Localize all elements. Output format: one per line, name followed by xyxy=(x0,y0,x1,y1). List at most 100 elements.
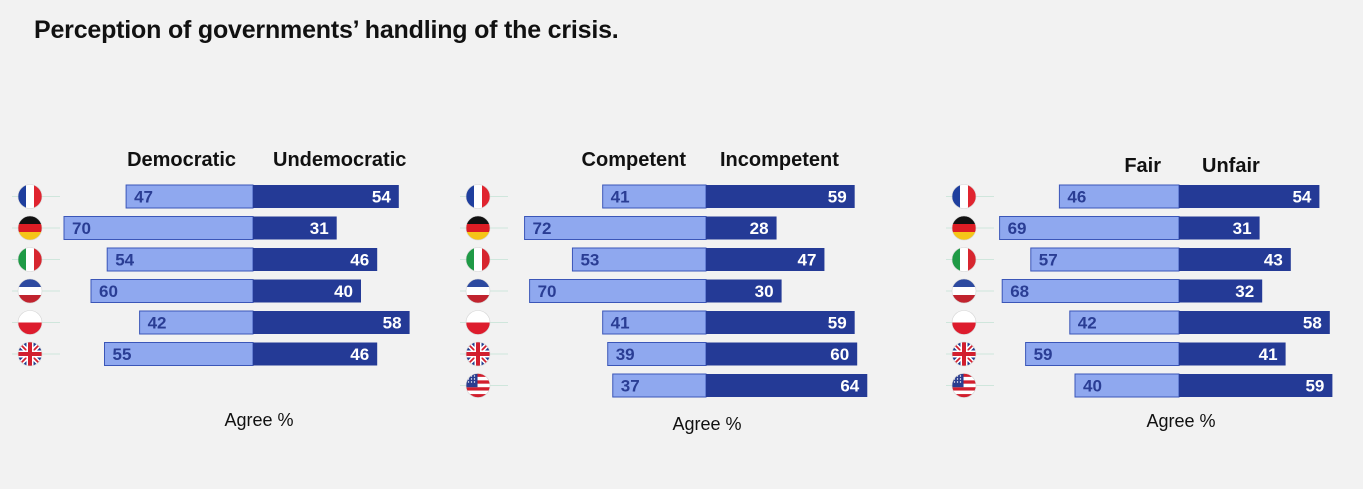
italy-flag xyxy=(951,247,977,272)
bar-row: 42 58 xyxy=(12,310,410,335)
disagree-value-label: 59 xyxy=(828,314,847,333)
disagree-value-label: 60 xyxy=(830,345,849,364)
agree-value-label: 54 xyxy=(115,251,134,270)
agree-value-label: 47 xyxy=(134,188,153,207)
agree-value-label: 41 xyxy=(611,314,630,333)
disagree-bar xyxy=(253,311,410,334)
bar-row: 47 54 xyxy=(12,184,399,209)
disagree-value-label: 46 xyxy=(350,251,369,270)
netherlands-flag xyxy=(951,278,977,304)
agree-value-label: 42 xyxy=(1078,314,1097,333)
disagree-value-label: 47 xyxy=(798,251,817,270)
disagree-value-label: 54 xyxy=(372,188,391,207)
bar-row: 39 60 xyxy=(460,341,858,367)
bar-row: 57 43 xyxy=(946,247,1291,272)
agree-bar xyxy=(524,216,707,240)
disagree-value-label: 31 xyxy=(310,219,329,238)
disagree-bar xyxy=(1179,374,1333,397)
bar-row: 54 46 xyxy=(12,247,378,272)
germany-flag xyxy=(17,215,43,241)
agree-value-label: 72 xyxy=(533,219,552,238)
disagree-value-label: 32 xyxy=(1235,282,1254,301)
uk-flag xyxy=(951,341,977,367)
disagree-value-label: 54 xyxy=(1292,188,1311,207)
bar-row: 68 32 xyxy=(946,278,1263,304)
disagree-value-label: 30 xyxy=(755,282,774,301)
bar-row: 60 40 xyxy=(12,278,361,304)
agree-value-label: 68 xyxy=(1010,282,1029,301)
disagree-bar xyxy=(253,216,337,240)
italy-flag xyxy=(17,247,43,272)
agree-value-label: 42 xyxy=(148,314,167,333)
germany-flag xyxy=(951,215,977,241)
disagree-bar xyxy=(253,279,361,303)
bar-row: 70 31 xyxy=(12,215,337,241)
disagree-bar xyxy=(1179,216,1260,240)
agree-value-label: 39 xyxy=(616,345,635,364)
page-title: Perception of governments’ handling of t… xyxy=(34,16,619,44)
italy-flag xyxy=(465,247,491,272)
disagree-bar xyxy=(706,374,868,397)
x-axis-label: Agree % xyxy=(1146,411,1215,431)
poland-flag xyxy=(465,310,491,335)
bar-row: 41 59 xyxy=(460,184,855,209)
disagree-bar xyxy=(1179,248,1291,271)
agree-value-label: 69 xyxy=(1008,219,1027,238)
disagree-bar xyxy=(1179,185,1320,208)
uk-flag xyxy=(17,341,43,367)
disagree-bar xyxy=(253,342,378,366)
disagree-bar xyxy=(706,216,777,240)
disagree-value-label: 46 xyxy=(350,345,369,364)
agree-value-label: 53 xyxy=(580,251,599,270)
disagree-value-label: 28 xyxy=(750,219,769,238)
agree-value-label: 60 xyxy=(99,282,118,301)
disagree-bar xyxy=(706,279,782,303)
disagree-bar xyxy=(1179,311,1330,334)
agree-value-label: 40 xyxy=(1083,377,1102,396)
chart-panel-1: Democratic Undemocratic 47 54 70 31 54 46 60 40 42… xyxy=(12,149,410,430)
disagree-value-label: 40 xyxy=(334,282,353,301)
agree-value-label: 55 xyxy=(113,345,132,364)
agree-value-label: 70 xyxy=(72,219,91,238)
uk-flag xyxy=(465,341,491,367)
disagree-bar xyxy=(706,342,858,366)
agree-value-label: 46 xyxy=(1067,188,1086,207)
france-flag xyxy=(17,184,43,209)
france-flag xyxy=(465,184,491,209)
netherlands-flag xyxy=(17,278,43,304)
usa-flag xyxy=(465,373,491,398)
disagree-value-label: 59 xyxy=(828,188,847,207)
bar-row: 53 47 xyxy=(460,247,825,272)
agree-value-label: 59 xyxy=(1034,345,1053,364)
disagree-value-label: 31 xyxy=(1233,219,1252,238)
bar-row: 37 64 xyxy=(460,373,868,398)
disagree-value-label: 58 xyxy=(383,314,402,333)
disagree-value-label: 64 xyxy=(840,377,859,396)
usa-flag xyxy=(951,373,977,398)
chart-panel-2: Competent Incompetent 41 59 72 28 53 47 70 30 41 59… xyxy=(460,149,868,434)
bar-row: 42 58 xyxy=(946,310,1330,335)
left-header: Competent xyxy=(582,149,687,171)
france-flag xyxy=(951,184,977,209)
bar-row: 41 59 xyxy=(460,310,855,335)
agree-value-label: 70 xyxy=(538,282,557,301)
right-header: Unfair xyxy=(1202,155,1260,177)
left-header: Fair xyxy=(1124,155,1161,177)
disagree-bar xyxy=(1179,342,1286,366)
right-header: Undemocratic xyxy=(273,149,406,171)
disagree-bar xyxy=(253,248,378,271)
right-header: Incompetent xyxy=(720,149,839,171)
disagree-value-label: 41 xyxy=(1259,345,1278,364)
left-header: Democratic xyxy=(127,149,236,171)
chart-panel-3: Fair Unfair 46 54 69 31 57 43 68 32 42 58 59 41 40 59 Ag… xyxy=(946,155,1333,431)
agree-value-label: 57 xyxy=(1039,251,1058,270)
x-axis-label: Agree % xyxy=(672,414,741,434)
disagree-bar xyxy=(706,185,855,208)
disagree-value-label: 58 xyxy=(1303,314,1322,333)
bar-row: 46 54 xyxy=(946,184,1320,209)
bar-row: 40 59 xyxy=(946,373,1333,398)
disagree-value-label: 43 xyxy=(1264,251,1283,270)
agree-value-label: 41 xyxy=(611,188,630,207)
bar-row: 59 41 xyxy=(946,341,1286,367)
